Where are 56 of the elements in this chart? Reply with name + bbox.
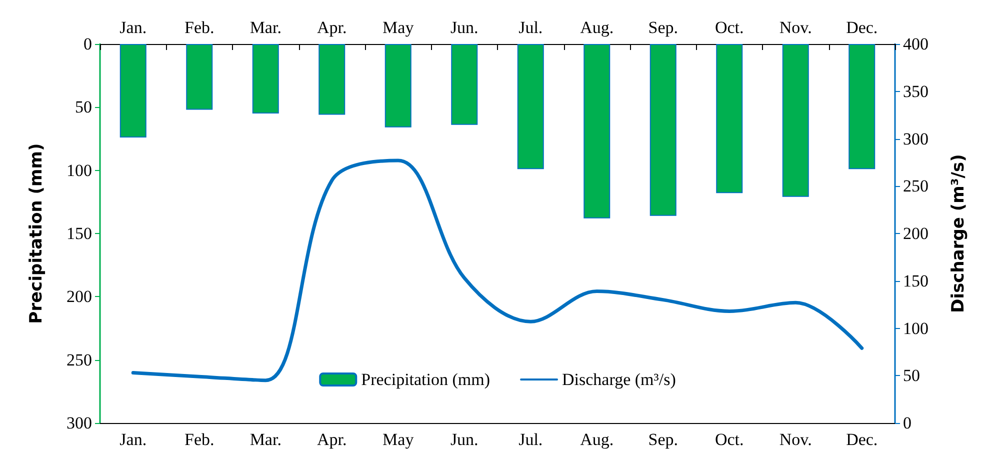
y2-tick-label: 400 (903, 34, 928, 54)
y2-tick-label: 100 (903, 318, 928, 338)
x-tick-label: Jul. (518, 430, 543, 449)
bar (318, 44, 346, 115)
y-tick-label: 50 (75, 98, 92, 117)
x-tick-label: Apr. (317, 430, 347, 449)
y2-tick-label: 0 (903, 414, 912, 432)
category-label: Apr. (317, 18, 347, 37)
x-tick-label: May (382, 430, 414, 449)
category-label: Jul. (518, 18, 543, 37)
bar (716, 44, 743, 194)
x-tick-label: Aug. (580, 430, 614, 449)
x-tick-label: Sep. (648, 430, 678, 449)
x-tick-label: Jun. (450, 430, 478, 449)
category-label: Mar. (250, 18, 282, 37)
x-tick-label: Feb. (184, 430, 214, 449)
x-tick-label: Mar. (250, 430, 282, 449)
category-label: Nov. (779, 18, 812, 37)
y2-tick-label: 150 (903, 271, 928, 290)
y-tick-label: 300 (66, 414, 92, 432)
bar (650, 44, 676, 216)
y-tick-label: 150 (66, 224, 92, 243)
bar (584, 44, 610, 218)
y-tick-label: 200 (66, 287, 92, 306)
y-axis-title: Precipitation (mm) (26, 143, 46, 324)
category-label: Oct. (714, 18, 744, 37)
category-label: Aug. (580, 18, 614, 37)
x-tick-label: Dec. (846, 430, 878, 449)
bar (782, 44, 809, 197)
y2-tick-label: 200 (903, 224, 928, 243)
category-label: Jun. (450, 18, 478, 37)
bar (451, 44, 478, 125)
x-tick-label: Nov. (779, 430, 812, 449)
x-tick-label: Jan. (120, 430, 147, 449)
category-label: Sep. (648, 18, 678, 37)
x-tick-label: Oct. (714, 430, 744, 449)
bar (186, 44, 213, 110)
bar (384, 44, 412, 128)
legend-label: Discharge (m³/s) (562, 370, 676, 389)
y2-tick-label: 300 (903, 129, 928, 148)
y2-axis-title: Discharge (m³/s) (948, 154, 968, 313)
category-label: Feb. (184, 18, 214, 37)
category-label: Dec. (846, 18, 878, 37)
bar (252, 44, 279, 114)
bar (848, 44, 876, 170)
y-tick-label: 250 (66, 350, 92, 370)
y2-tick-label: 350 (903, 82, 928, 101)
y2-tick-label: 250 (903, 176, 928, 196)
y-tick-label: 100 (66, 160, 92, 180)
y-tick-label: 0 (84, 34, 92, 54)
bar (120, 44, 146, 138)
y2-tick-label: 50 (903, 366, 920, 386)
category-label: Jan. (120, 18, 147, 37)
legend-label: Precipitation (mm) (361, 370, 490, 389)
bar (517, 44, 544, 170)
category-label: May (382, 18, 414, 37)
